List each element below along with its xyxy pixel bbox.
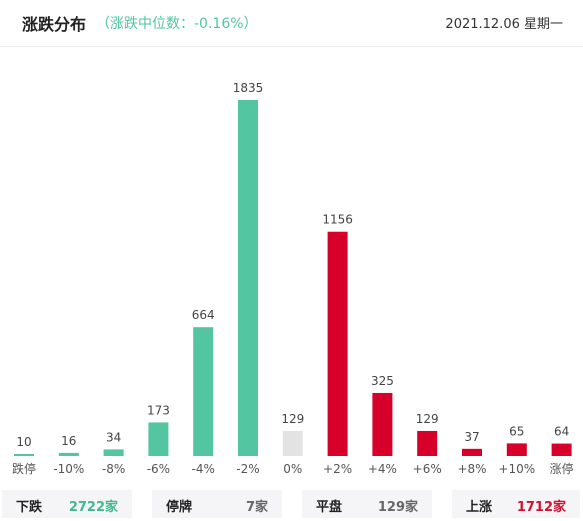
bar-3	[148, 422, 169, 456]
category-label-5: -2%	[236, 462, 259, 476]
value-label-4: 664	[192, 308, 215, 322]
bar-12	[551, 443, 572, 456]
page-title: 涨跌分布	[22, 15, 87, 34]
value-label-0: 10	[16, 435, 31, 449]
summary-flat: 平盘 129家	[302, 490, 432, 518]
value-label-2: 34	[106, 430, 121, 444]
category-label-10: +8%	[457, 462, 486, 476]
summary-up: 上涨 1712家	[452, 490, 580, 518]
bar-11	[506, 443, 527, 456]
category-label-4: -4%	[192, 462, 215, 476]
bar-9	[417, 430, 438, 456]
value-label-3: 173	[147, 403, 170, 417]
bar-10	[462, 448, 482, 456]
category-label-7: +2%	[323, 462, 352, 476]
value-label-9: 129	[416, 412, 439, 426]
summary-flat-label: 平盘	[316, 500, 343, 515]
summary-down: 下跌 2722家	[2, 490, 132, 518]
summary-up-label: 上涨	[466, 500, 493, 515]
value-label-5: 1835	[233, 81, 264, 95]
category-label-1: -10%	[53, 462, 84, 476]
category-label-6: 0%	[283, 462, 302, 476]
bar-4	[193, 327, 214, 456]
bar-0	[14, 454, 34, 456]
category-label-11: +10%	[498, 462, 535, 476]
summary-down-label: 下跌	[16, 500, 43, 515]
bar-8	[372, 392, 393, 456]
header: 涨跌分布 （涨跌中位数：-0.16%） 2021.12.06 星期一	[0, 0, 583, 47]
summary-suspended-label: 停牌	[166, 500, 193, 515]
category-label-3: -6%	[147, 462, 170, 476]
summary-suspended-value: 7家	[245, 500, 268, 515]
value-label-7: 1156	[322, 213, 353, 227]
category-label-8: +4%	[368, 462, 397, 476]
value-label-10: 37	[464, 430, 479, 444]
bar-6	[282, 430, 303, 456]
value-label-12: 64	[554, 425, 569, 439]
category-label-2: -8%	[102, 462, 125, 476]
distribution-chart: 10 跌停 16 -10% 34 -8% 173 -6% 664 -4% 1835 -2% 129 0% 1…	[12, 81, 574, 476]
category-label-9: +6%	[413, 462, 442, 476]
summary-down-value: 2722家	[68, 500, 118, 515]
summary-suspended: 停牌 7家	[152, 490, 282, 518]
median-change-subtitle: （涨跌中位数：-0.16%）	[96, 16, 258, 32]
summary-up-value: 1712家	[516, 500, 566, 515]
value-label-6: 129	[281, 412, 304, 426]
value-label-8: 325	[371, 374, 394, 388]
bar-2	[103, 449, 124, 456]
trading-date: 2021.12.06 星期一	[445, 17, 563, 32]
value-label-11: 65	[509, 424, 524, 438]
category-label-12: 涨停	[550, 461, 574, 476]
bar-5	[238, 100, 258, 456]
category-label-0: 跌停	[12, 461, 36, 476]
value-label-1: 16	[61, 434, 76, 448]
bar-7	[327, 231, 348, 456]
summary-flat-value: 129家	[377, 500, 418, 515]
bar-1	[58, 452, 79, 456]
